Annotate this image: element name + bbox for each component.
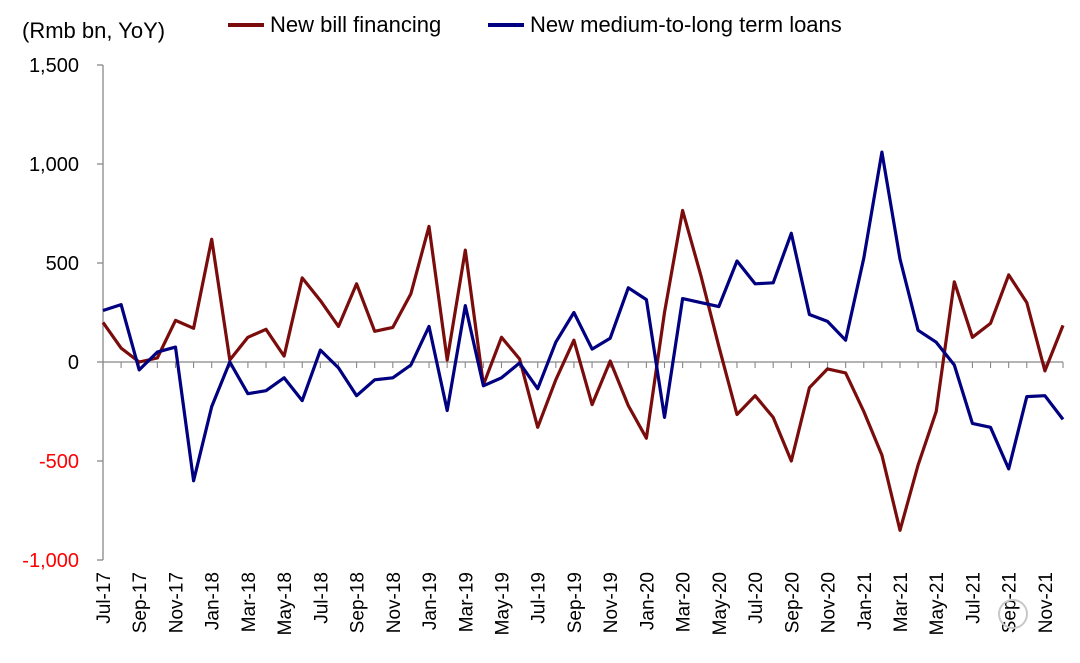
- series-line-bill-financing: [101, 208, 1065, 532]
- legend-entry-mlt-loans: New medium-to-long term loans: [488, 12, 842, 38]
- x-tick-label: Nov-18: [384, 572, 405, 633]
- legend-entry-bill-financing: New bill financing: [228, 12, 441, 38]
- x-tick-label: May-19: [492, 572, 513, 635]
- y-tick-label: -1,000: [22, 550, 79, 572]
- x-tick-label: Jan-19: [420, 572, 441, 630]
- y-axis-unit-label: (Rmb bn, YoY): [22, 18, 166, 43]
- x-tick-label: May-21: [927, 572, 948, 635]
- y-tick-label: 0: [68, 352, 79, 374]
- x-tick-label: Nov-20: [819, 572, 840, 633]
- x-tick-label: Jul-18: [311, 572, 332, 624]
- x-tick-label: Mar-18: [239, 572, 260, 632]
- x-tick-label: Nov-21: [1036, 572, 1057, 633]
- x-tick-label: Sep-20: [782, 572, 803, 633]
- x-tick-label: Mar-19: [456, 572, 477, 632]
- x-tick-label: Sep-18: [348, 572, 369, 633]
- x-tick-label: Jan-21: [855, 572, 876, 630]
- series-line-mlt-loans: [102, 150, 1065, 483]
- x-tick-label: Jul-17: [94, 572, 115, 624]
- y-tick-label: 1,500: [29, 55, 79, 77]
- series-lines: [101, 150, 1065, 532]
- x-tick-label: Jul-21: [963, 572, 984, 624]
- x-tick-label: Sep-19: [565, 572, 586, 633]
- x-tick-label: Sep-21: [1000, 572, 1021, 633]
- y-tick-label: 500: [46, 253, 79, 275]
- x-tick-label: Jan-18: [203, 572, 224, 630]
- x-axis-ticks: Jul-17 Sep-17 Nov-17 Jan-18 Mar-18 May-18 Jul-…: [94, 362, 1064, 635]
- x-tick-label: May-20: [710, 572, 731, 635]
- legend-swatch-mlt-loans: [488, 23, 524, 27]
- x-tick-label: Nov-19: [601, 572, 622, 633]
- y-tick-label: 1,000: [29, 154, 79, 176]
- x-tick-label: Mar-21: [891, 572, 912, 632]
- y-tick-label: -500: [39, 451, 79, 473]
- y-axis-ticks: -1,000 -500 0 500 1,000 1,500: [22, 55, 103, 572]
- chart-axes: [102, 65, 1063, 560]
- x-tick-label: Jul-20: [746, 572, 767, 624]
- x-tick-label: Sep-17: [130, 572, 151, 633]
- legend-label-mlt-loans: New medium-to-long term loans: [530, 12, 842, 37]
- legend-swatch-bill-financing: [228, 23, 264, 27]
- x-tick-label: Mar-20: [674, 572, 695, 632]
- x-tick-label: Jan-20: [637, 572, 658, 630]
- x-tick-label: Nov-17: [166, 572, 187, 633]
- legend-label-bill-financing: New bill financing: [270, 12, 442, 37]
- x-tick-label: Jul-19: [529, 572, 550, 624]
- x-tick-label: May-18: [275, 572, 296, 635]
